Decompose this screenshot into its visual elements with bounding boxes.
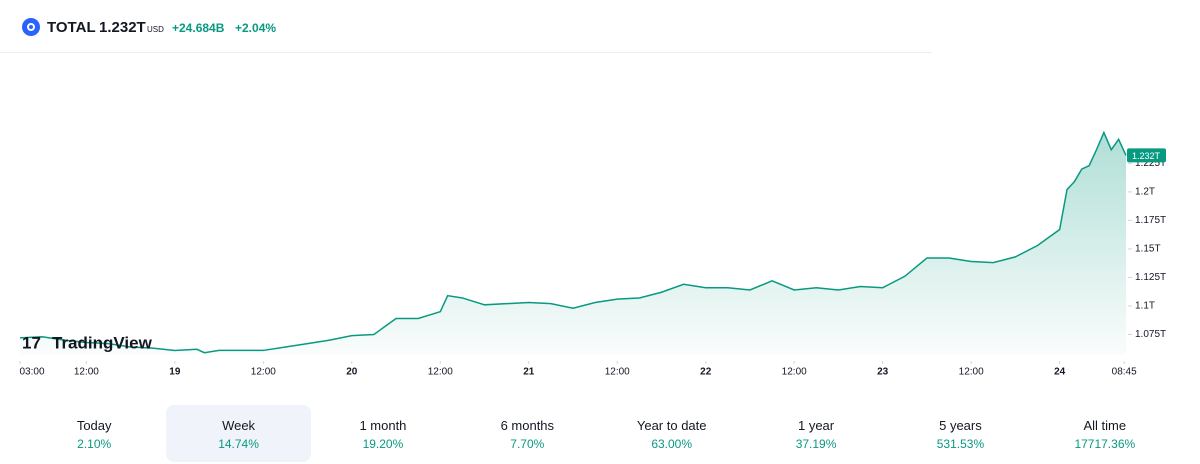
x-tick-label: 03:00	[19, 367, 44, 378]
x-tick-label: 12:00	[782, 367, 807, 378]
period-label: 1 month	[359, 418, 407, 433]
period-value: 37.19%	[795, 437, 837, 451]
header: TOTAL 1.232T USD +24.684B +2.04%	[0, 0, 932, 53]
price: 1.232T	[99, 19, 146, 36]
x-tick-label: 08:45	[1112, 367, 1137, 378]
area-fill	[20, 132, 1126, 355]
period-label: Week	[222, 418, 256, 433]
x-tick-label: 12:00	[959, 367, 984, 378]
x-tick-label: 12:00	[74, 367, 99, 378]
period-tab[interactable]: Week 14.74%	[166, 405, 311, 462]
x-tick-label: 22	[700, 367, 712, 378]
period-tabs: Today 2.10% Week 14.74% 1 month 19.20% 6 month…	[22, 405, 1177, 462]
period-value: 17717.36%	[1074, 437, 1136, 451]
x-tick-label: 12:00	[605, 367, 630, 378]
price-line	[19, 130, 1127, 354]
period-label: All time	[1083, 418, 1127, 433]
period-tab[interactable]: 1 month 19.20%	[311, 405, 455, 462]
watermark-logo: 17	[22, 333, 41, 352]
change-percent: +2.04%	[235, 21, 277, 35]
chart: 1.075T 1.1T 1.125T 1.15T 1.175T 1.2T 1.225T 03:…	[19, 130, 1166, 378]
x-tick-label: 12:00	[428, 367, 453, 378]
period-value: 531.53%	[936, 437, 985, 451]
period-tab[interactable]: 5 years 531.53%	[888, 405, 1032, 462]
period-tab[interactable]: 1 year 37.19%	[744, 405, 888, 462]
y-tick-label: 1.1T	[1135, 301, 1155, 312]
period-value: 2.10%	[77, 437, 112, 451]
period-label: 1 year	[797, 418, 835, 433]
x-tick-label: 12:00	[251, 367, 276, 378]
period-value: 14.74%	[218, 437, 259, 451]
x-tick-label: 23	[877, 367, 889, 378]
x-tick-label: 19	[169, 367, 181, 378]
x-tick-label: 20	[346, 367, 358, 378]
period-value: 19.20%	[362, 437, 404, 451]
watermark: TradingView	[52, 333, 153, 352]
period-label: Today	[76, 418, 112, 433]
period-value: 63.00%	[651, 437, 693, 451]
x-tick-label: 24	[1054, 367, 1066, 378]
last-price-label: 1.232T	[1132, 151, 1161, 161]
y-tick-label: 1.2T	[1135, 187, 1155, 198]
period-tab[interactable]: Year to date 63.00%	[600, 405, 744, 462]
period-label: 5 years	[939, 418, 982, 433]
x-tick-label: 21	[523, 367, 535, 378]
symbol[interactable]: TOTAL	[47, 19, 96, 36]
period-value: 7.70%	[510, 437, 545, 451]
period-tab[interactable]: Today 2.10%	[22, 405, 166, 462]
y-tick-label: 1.075T	[1135, 329, 1166, 340]
period-label: 6 months	[500, 418, 555, 433]
change: +24.684B	[172, 21, 225, 35]
y-tick-label: 1.15T	[1135, 244, 1161, 255]
y-tick-label: 1.175T	[1135, 215, 1166, 226]
symbol-icon	[22, 18, 40, 36]
period-tab[interactable]: 6 months 7.70%	[455, 405, 599, 462]
y-tick-label: 1.125T	[1135, 272, 1166, 283]
y-tick-label: 1.225T	[1135, 158, 1166, 169]
period-label: Year to date	[636, 418, 707, 433]
last-price-tag	[1127, 148, 1166, 163]
currency: USD	[147, 25, 164, 34]
period-tab[interactable]: All time 17717.36%	[1033, 405, 1177, 462]
